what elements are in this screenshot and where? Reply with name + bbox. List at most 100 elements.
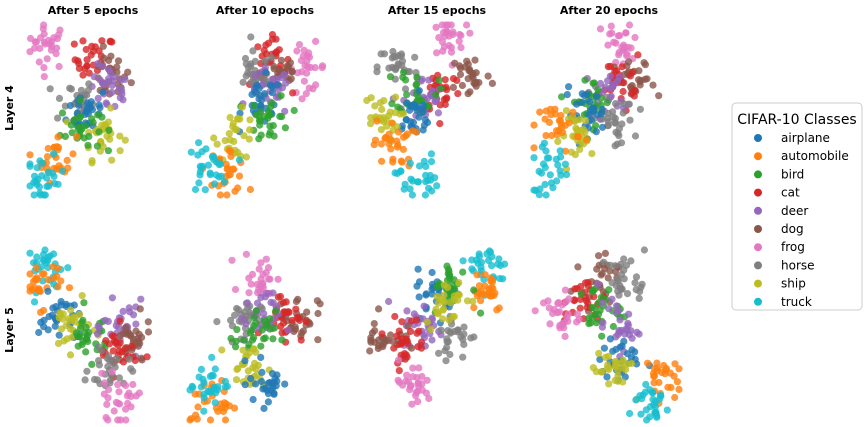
point-frog bbox=[554, 299, 562, 307]
point-automobile bbox=[671, 393, 679, 402]
col-title-3: After 20 epochs bbox=[560, 4, 659, 17]
point-deer bbox=[119, 96, 127, 104]
point-horse bbox=[249, 47, 257, 55]
point-bird bbox=[443, 262, 451, 270]
point-truck bbox=[637, 410, 645, 418]
point-truck bbox=[427, 158, 436, 166]
point-frog bbox=[564, 317, 572, 325]
point-airplane bbox=[241, 381, 249, 389]
point-ship bbox=[576, 145, 584, 153]
point-cat bbox=[442, 95, 450, 103]
point-dog bbox=[379, 343, 387, 351]
point-dog bbox=[132, 327, 140, 335]
point-truck bbox=[187, 148, 195, 156]
point-automobile bbox=[673, 378, 682, 386]
point-ship bbox=[447, 299, 455, 307]
legend: CIFAR-10 Classes airplane automobile bird c… bbox=[731, 102, 863, 311]
point-bird bbox=[437, 84, 445, 93]
point-frog bbox=[36, 44, 44, 53]
point-ship bbox=[240, 132, 248, 140]
point-frog bbox=[466, 29, 474, 37]
point-cat bbox=[436, 120, 444, 128]
point-bird bbox=[290, 106, 298, 115]
point-horse bbox=[127, 365, 135, 373]
point-bird bbox=[594, 86, 602, 94]
legend-label-truck: truck bbox=[781, 295, 812, 309]
point-ship bbox=[67, 306, 75, 314]
point-dog bbox=[138, 333, 146, 341]
point-truck bbox=[220, 178, 228, 186]
point-cat bbox=[618, 63, 626, 71]
point-bird bbox=[104, 147, 112, 155]
point-truck bbox=[195, 179, 203, 187]
point-bird bbox=[260, 335, 268, 343]
point-ship bbox=[213, 140, 221, 148]
point-horse bbox=[231, 311, 239, 319]
point-truck bbox=[556, 167, 564, 175]
legend-marker-deer bbox=[754, 206, 762, 215]
point-horse bbox=[620, 100, 628, 108]
point-cat bbox=[106, 37, 115, 45]
point-horse bbox=[401, 85, 410, 93]
point-truck bbox=[401, 180, 409, 188]
point-ship bbox=[88, 159, 96, 167]
legend-marker-dog bbox=[754, 225, 762, 233]
point-frog bbox=[305, 49, 313, 57]
point-truck bbox=[632, 396, 640, 404]
point-automobile bbox=[394, 128, 403, 136]
point-frog bbox=[27, 34, 35, 43]
panel-r0-c3 bbox=[530, 21, 663, 199]
point-bird bbox=[585, 314, 593, 322]
point-automobile bbox=[57, 277, 65, 285]
point-deer bbox=[100, 81, 108, 89]
point-frog bbox=[607, 22, 615, 30]
point-bird bbox=[590, 79, 598, 87]
point-frog bbox=[303, 58, 311, 66]
point-frog bbox=[540, 299, 548, 307]
point-ship bbox=[367, 120, 375, 128]
point-bird bbox=[233, 326, 241, 334]
point-frog bbox=[447, 21, 455, 29]
row-label-1: Layer 5 bbox=[3, 307, 16, 353]
point-horse bbox=[608, 279, 616, 287]
point-frog bbox=[110, 407, 118, 415]
point-frog bbox=[422, 389, 430, 397]
point-dog bbox=[407, 344, 416, 352]
legend-label-cat: cat bbox=[781, 186, 800, 200]
point-dog bbox=[472, 69, 480, 77]
point-cat bbox=[85, 69, 93, 77]
point-airplane bbox=[241, 357, 249, 365]
point-airplane bbox=[415, 87, 423, 95]
point-airplane bbox=[419, 126, 427, 134]
point-automobile bbox=[37, 308, 45, 316]
point-automobile bbox=[650, 372, 658, 381]
point-cat bbox=[83, 62, 91, 70]
point-truck bbox=[641, 388, 650, 396]
point-bird bbox=[402, 76, 410, 84]
point-ship bbox=[399, 110, 407, 118]
point-frog bbox=[623, 50, 631, 58]
point-horse bbox=[443, 335, 451, 343]
point-cat bbox=[128, 342, 136, 350]
point-ship bbox=[66, 351, 75, 359]
point-bird bbox=[592, 122, 600, 130]
point-ship bbox=[611, 358, 619, 366]
point-bird bbox=[85, 132, 93, 141]
point-frog bbox=[35, 58, 43, 66]
point-airplane bbox=[402, 115, 410, 124]
point-deer bbox=[243, 299, 252, 307]
point-deer bbox=[385, 297, 393, 306]
panel-r0-c0 bbox=[26, 21, 135, 199]
point-airplane bbox=[406, 106, 414, 114]
point-automobile bbox=[670, 372, 678, 380]
point-dog bbox=[134, 342, 142, 350]
point-dog bbox=[488, 79, 496, 87]
point-horse bbox=[77, 86, 85, 94]
point-bird bbox=[67, 121, 75, 129]
point-frog bbox=[53, 35, 62, 43]
point-bird bbox=[278, 336, 286, 344]
point-truck bbox=[541, 163, 549, 171]
point-bird bbox=[76, 113, 84, 122]
point-bird bbox=[240, 336, 248, 344]
point-ship bbox=[232, 376, 241, 384]
